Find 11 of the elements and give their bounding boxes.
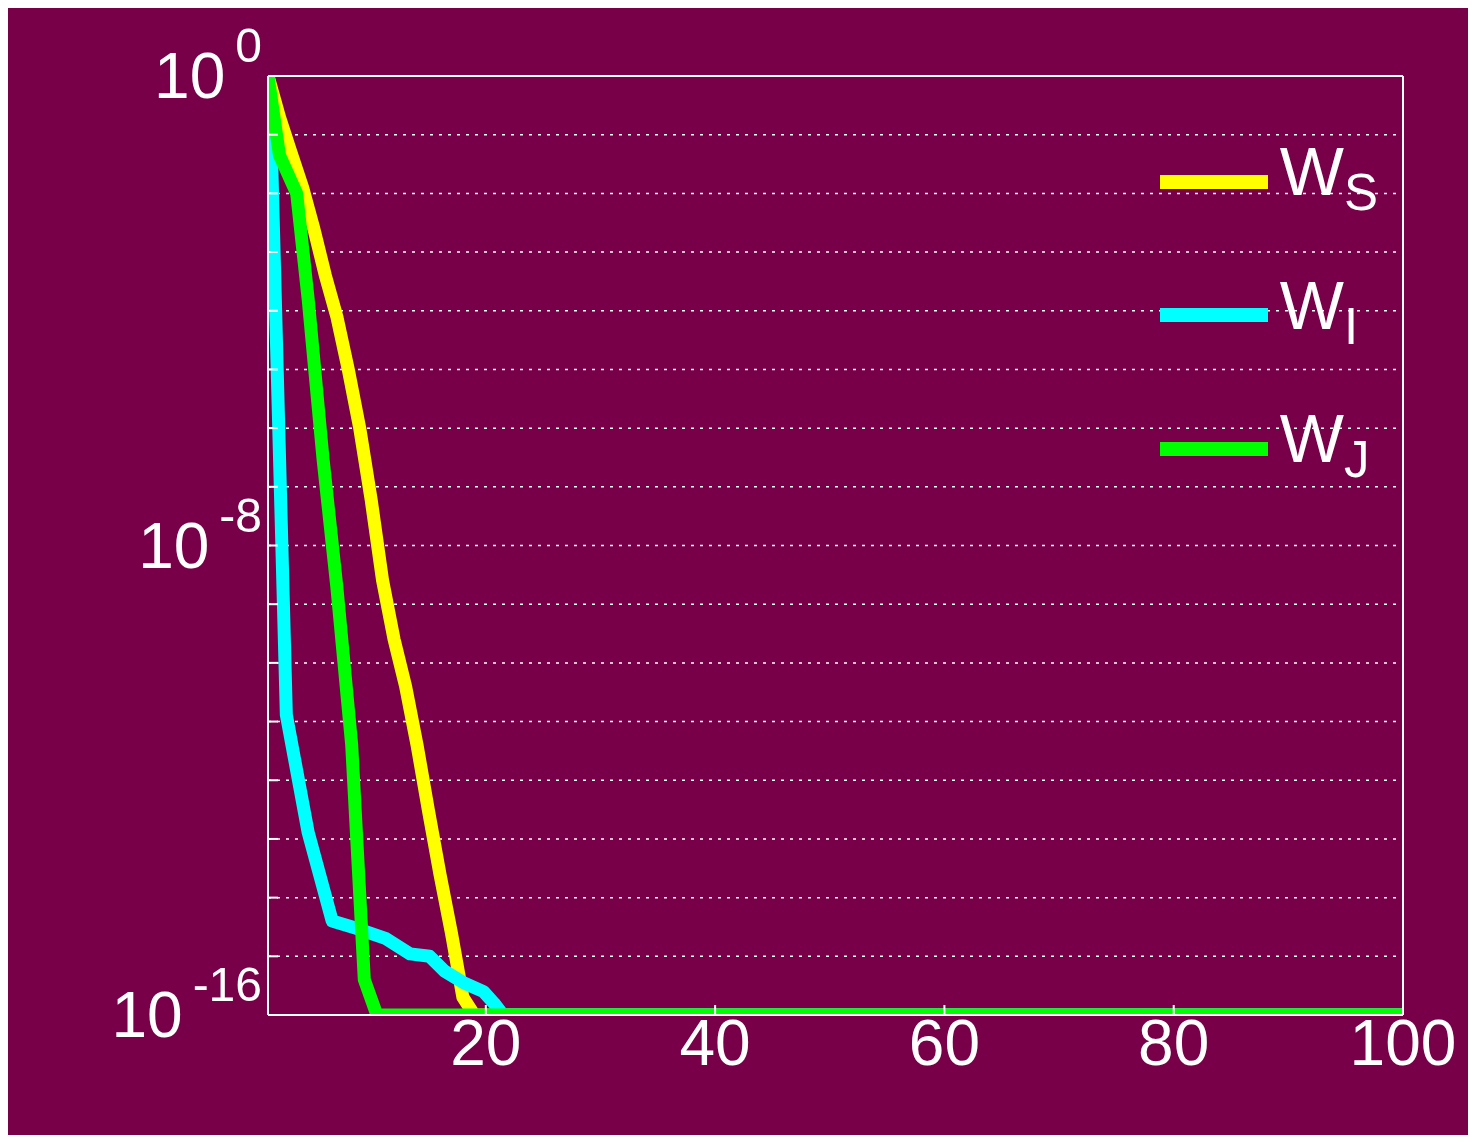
x-tick-label: 40 — [679, 1007, 751, 1079]
y-tick-label: 10$^{0}$ — [154, 19, 262, 112]
x-tick-label: 100 — [1349, 1007, 1457, 1079]
legend-label: W$_{I}$ — [1279, 265, 1359, 357]
x-tick-label: 20 — [450, 1007, 522, 1079]
y-tick-label: 10$^{-16}$ — [111, 958, 262, 1051]
x-tick-label: 80 — [1138, 1007, 1210, 1079]
legend-label: W$_{J}$ — [1279, 399, 1370, 490]
x-tick-label: 60 — [908, 1007, 981, 1079]
legend-label: W$_{S}$ — [1279, 132, 1378, 223]
y-tick-label: 10$^{-8}$ — [138, 488, 262, 582]
